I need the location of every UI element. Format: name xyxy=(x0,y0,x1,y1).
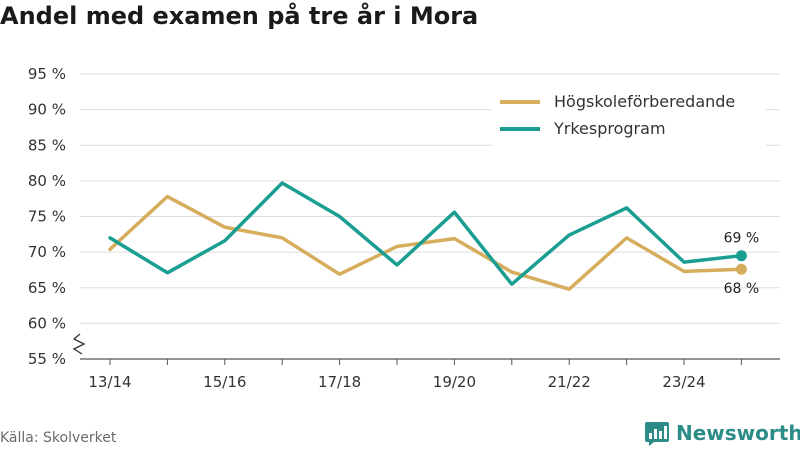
legend-item-hogskoleforberedande: Högskoleförberedande xyxy=(500,92,735,111)
y-tick-label: 95 % xyxy=(28,65,66,83)
x-tick-label: 13/14 xyxy=(88,373,131,391)
series-line-1 xyxy=(108,181,744,286)
x-tick-label: 23/24 xyxy=(662,373,705,391)
y-tick-label: 60 % xyxy=(28,314,66,332)
chart-title: Andel med examen på tre år i Mora xyxy=(0,2,479,30)
legend-swatch-teal xyxy=(500,126,540,131)
axis-break-mask xyxy=(70,334,92,354)
axis-break-icon xyxy=(72,333,86,355)
x-tick-label: 19/20 xyxy=(433,373,476,391)
brand-logo: Newsworthy xyxy=(644,420,800,446)
bar-chart-icon xyxy=(645,422,669,446)
series-end-marker-1 xyxy=(735,250,747,262)
legend-label: Yrkesprogram xyxy=(554,119,666,138)
series-end-marker-0 xyxy=(735,263,747,275)
source-note: Källa: Skolverket xyxy=(0,430,117,446)
legend-swatch-gold xyxy=(500,99,540,104)
end-label: 69 % xyxy=(724,231,760,247)
y-tick-label: 90 % xyxy=(28,101,66,119)
y-tick-label: 75 % xyxy=(28,208,66,226)
x-tick-label: 15/16 xyxy=(203,373,246,391)
y-tick-label: 65 % xyxy=(28,279,66,297)
y-tick-label: 70 % xyxy=(28,243,66,261)
y-tick-label: 80 % xyxy=(28,172,66,190)
series-line-0 xyxy=(108,194,744,291)
end-label: 68 % xyxy=(724,281,760,297)
x-tick-label: 21/22 xyxy=(548,373,591,391)
legend: Högskoleförberedande Yrkesprogram xyxy=(492,82,766,146)
legend-label: Högskoleförberedande xyxy=(554,92,736,111)
y-tick-label: 55 % xyxy=(28,350,66,368)
x-tick-label: 17/18 xyxy=(318,373,361,391)
brand-name: Newsworthy xyxy=(676,421,800,445)
legend-item-yrkesprogram: Yrkesprogram xyxy=(500,119,666,138)
y-tick-label: 85 % xyxy=(28,136,66,154)
